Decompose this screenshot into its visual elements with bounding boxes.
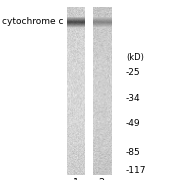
Text: 2: 2: [99, 178, 105, 180]
Text: -34: -34: [126, 94, 141, 103]
Text: (kD): (kD): [126, 53, 144, 62]
Text: -49: -49: [126, 119, 141, 128]
Text: -85: -85: [126, 148, 141, 157]
Text: 1: 1: [73, 178, 79, 180]
Text: cytochrome c: cytochrome c: [2, 17, 63, 26]
Text: -25: -25: [126, 68, 141, 77]
Text: -117: -117: [126, 166, 147, 175]
